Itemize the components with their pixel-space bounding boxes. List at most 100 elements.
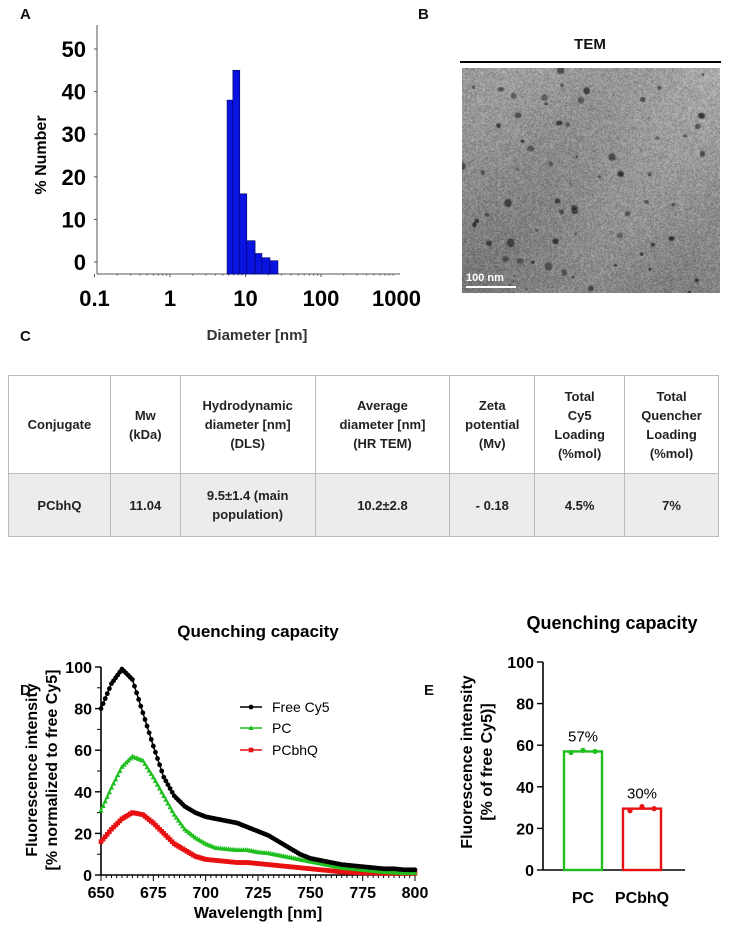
a-x-tick-label: 0.1 [79, 286, 110, 311]
d-data-point [130, 677, 135, 682]
d-data-point [106, 789, 112, 795]
a-y-tick-label: 0 [74, 250, 86, 275]
d-legend-label: PCbhQ [272, 742, 318, 758]
e-replicate-point [568, 749, 574, 756]
d-legend-marker [248, 725, 254, 730]
d-data-point [142, 761, 148, 766]
d-y-tick-label: 80 [74, 702, 92, 719]
e-x-tick-label: PCbhQ [615, 890, 669, 907]
d-data-point [102, 834, 108, 840]
a-x-tick-label: 10 [233, 286, 257, 311]
d-data-point [134, 690, 139, 696]
d-y-tick-label: 40 [74, 785, 92, 802]
e-data-label: 57% [568, 728, 598, 745]
d-data-point [150, 774, 156, 780]
d-data-point [102, 696, 108, 702]
header-cell: Hydrodynamic diameter [nm] (DLS) [179, 375, 316, 474]
d-data-point [140, 757, 146, 763]
d-data-point [110, 780, 117, 786]
d-data-point [159, 768, 165, 774]
e-y-tick-label: 60 [516, 738, 534, 755]
d-data-point [113, 776, 119, 782]
d-data-point [154, 781, 161, 787]
a-y-axis-label: % Number [33, 115, 50, 194]
e-y-tick-label: 100 [507, 655, 534, 672]
d-data-point [146, 730, 152, 736]
header-cell: Total Cy5 Loading (%mol) [534, 375, 626, 474]
d-data-point [177, 820, 184, 826]
a-histogram-bar [246, 240, 256, 275]
d-data-point [161, 774, 167, 780]
d-x-tick-label: 750 [297, 885, 324, 902]
d-legend-marker [248, 704, 254, 710]
properties-table: Conjugate Mw (kDa) Hydrodynamic diameter [… [8, 375, 719, 537]
d-data-point [412, 870, 418, 875]
d-y-axis-label: Fluorescence intensity [24, 683, 41, 856]
a-histogram-bar [261, 257, 271, 275]
d-data-point [98, 839, 104, 845]
table-cell: PCbhQ [8, 473, 111, 537]
e-replicate-point [639, 803, 645, 810]
d-y-tick-label: 100 [65, 660, 92, 677]
d-data-point [157, 785, 163, 791]
d-data-point [108, 784, 115, 790]
a-histogram-bar [239, 193, 248, 275]
header-cell: Total Quencher Loading (%mol) [624, 375, 719, 474]
header-cell: Conjugate [8, 375, 111, 474]
e-replicate-point [651, 806, 657, 812]
e-x-tick-label: PC [572, 890, 595, 907]
e-chart-title: Quenching capacity [526, 613, 697, 633]
d-x-tick-label: 800 [402, 885, 429, 902]
d-data-point [107, 829, 112, 835]
d-data-point [104, 831, 110, 837]
a-histogram-bar [254, 253, 263, 275]
d-data-point [152, 778, 159, 783]
e-data-label: 30% [627, 786, 657, 803]
d-legend-marker [248, 747, 254, 753]
d-data-point [175, 817, 182, 823]
e-replicate-point [580, 747, 586, 754]
d-data-point [106, 686, 112, 692]
d-data-point [104, 793, 110, 799]
tem-title-rule [460, 61, 721, 63]
a-y-tick-label: 50 [62, 37, 86, 62]
panel-label-a: A [20, 6, 31, 23]
table-cell: 10.2±2.8 [314, 473, 451, 537]
d-data-point [144, 764, 150, 770]
d-data-point [100, 836, 106, 842]
d-data-point [159, 789, 165, 795]
d-data-point [163, 796, 169, 802]
d-data-point [117, 768, 123, 773]
d-data-point [150, 743, 156, 749]
d-data-point [155, 756, 160, 761]
d-series-line-pc [100, 755, 415, 874]
d-data-point [132, 683, 137, 689]
d-data-point [138, 703, 144, 709]
e-replicate-point [627, 808, 633, 814]
table-row: PCbhQ 11.04 9.5±1.4 (main population) 10.… [8, 473, 719, 537]
d-data-point [153, 749, 158, 755]
d-x-tick-label: 675 [140, 885, 167, 902]
e-y-tick-label: 0 [525, 863, 534, 880]
d-data-point [142, 717, 148, 722]
e-bar-pcbhq [621, 807, 663, 872]
tem-scale-bar [466, 286, 516, 288]
header-cell: Mw (kDa) [109, 375, 181, 474]
e-y-tick-label: 80 [516, 697, 534, 714]
panel-label-d: D [20, 682, 31, 699]
d-y-tick-label: 0 [83, 868, 92, 885]
d-data-point [104, 691, 110, 697]
table-cell: 4.5% [534, 473, 626, 537]
e-y-axis-label: Fluorescence intensity [459, 675, 476, 848]
d-data-point [180, 823, 186, 829]
d-data-point [100, 701, 106, 707]
d-y-tick-label: 60 [74, 743, 92, 760]
a-x-tick-label: 1000 [372, 286, 421, 311]
e-replicate-point [592, 748, 598, 755]
d-data-point [163, 778, 169, 784]
a-x-tick-label: 100 [303, 286, 340, 311]
tem-title: TEM [574, 36, 606, 53]
d-data-point [165, 782, 171, 788]
a-histogram-bar [226, 99, 234, 275]
a-x-tick-label: 1 [164, 286, 176, 311]
